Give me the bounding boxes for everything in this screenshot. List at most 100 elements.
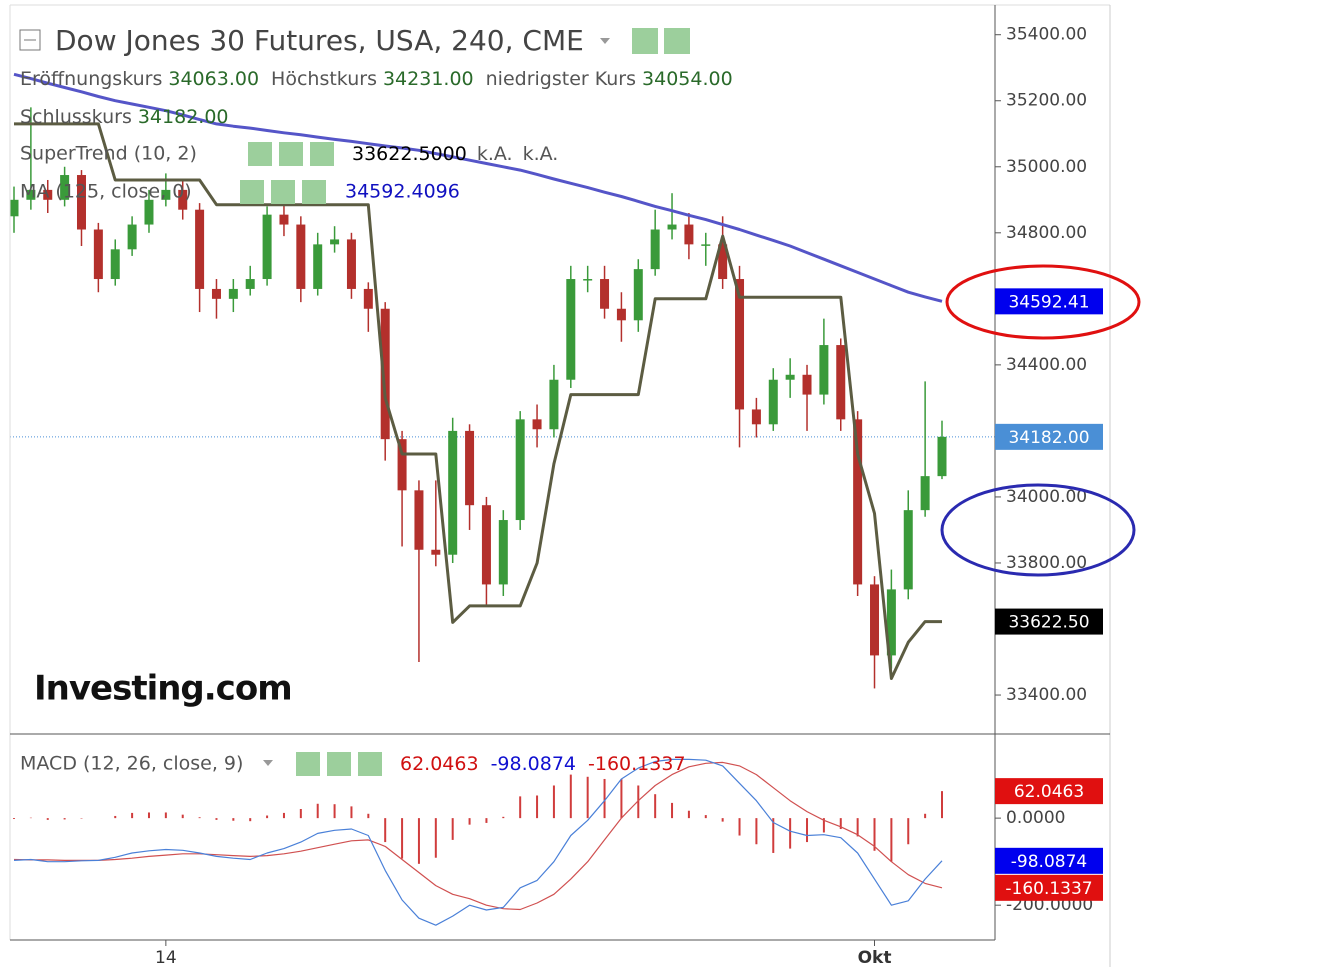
dropdown[interactable] [600,38,610,44]
candle-body [600,279,610,309]
gear-icon[interactable] [271,180,295,204]
histogram-bar [232,818,235,821]
ohlc-label: niedrigster Kurs [486,68,636,90]
legend-entry[interactable]: MA (125, close, 0) [20,181,192,203]
candle-body [414,490,424,550]
histogram-bar [114,815,117,819]
histogram-bar [46,818,49,820]
histogram-bar [789,818,792,849]
candle-body [768,379,778,425]
y-tick-label: 35000.00 [1006,157,1087,177]
histogram-bar [519,796,522,819]
overlay: 34592.41 34182.00 33622.50 62.0463 -98.0874 -… [995,288,1103,901]
histogram-bar [772,818,775,853]
legend-value: k.A. [477,143,513,165]
candle-body [633,269,643,321]
y-tick-label: 33800.00 [1006,553,1087,573]
chart-layer: 33400.00 33800.00 34000.00 34400.00 34800.00… [9,25,1093,967]
histogram-bar [417,818,420,864]
histogram-bar [63,818,66,820]
candle-body [346,239,356,289]
y-tick-label: 34400.00 [1006,355,1087,375]
histogram-bar [485,818,488,823]
candle-body [296,224,306,289]
eye-icon[interactable] [248,142,272,166]
histogram-bar [451,818,454,840]
ohlc-row: Eröffnungskurs 34063.00 Höchstkurs 34231.00… [20,68,733,90]
histogram-bar [282,812,285,819]
close-icon[interactable] [358,752,382,776]
candle-body [515,419,525,521]
price-label-box [995,874,1103,901]
candle-body [313,244,323,289]
y-tick-label: 33400.00 [1006,685,1087,705]
ohlc-value: 34182.00 [138,106,229,128]
ohlc-row: Schlusskurs 34182.00 [20,106,229,128]
histogram-bar [856,818,859,837]
price-label-box [995,778,1103,805]
y-tick-label: 35400.00 [1006,25,1087,45]
candle-body [363,288,373,309]
candle-body [110,249,120,280]
candle-body [870,584,880,656]
candle-body [785,374,795,380]
candle-body [144,199,154,225]
candle-body [836,345,846,420]
collapse-icon[interactable] [19,29,41,51]
price-label: -98.0874 [1011,852,1087,872]
candle-body [903,510,913,590]
macd-title[interactable]: MACD (12, 26, close, 9) [20,753,243,775]
x-tick-label: 14 [155,948,177,967]
candle-body [886,589,896,656]
close-icon[interactable] [310,142,334,166]
candle-body [161,189,171,200]
histogram-bar [249,818,252,822]
histogram-bar [654,794,657,819]
histogram-bar [215,818,218,820]
candle-body [60,175,70,200]
histogram-bar [552,785,555,819]
candle-body [9,199,19,217]
histogram-bar [333,804,336,819]
gear-icon[interactable] [664,28,690,54]
histogram-bar [687,810,690,819]
histogram-bar [350,806,353,819]
legend-value: k.A. [523,143,559,165]
histogram-bar [468,818,471,825]
price-label-box [995,608,1103,635]
legend-value: -98.0874 [491,753,576,775]
candle-body [195,209,205,289]
histogram-bar [806,818,809,843]
candle-body [549,379,559,430]
legend-value: 62.0463 [400,753,479,775]
legend-entry[interactable]: SuperTrend (10, 2) [20,143,197,165]
candle-body [481,505,491,585]
ohlc-label: Höchstkurs [271,68,377,90]
histogram-bar [941,791,943,819]
histogram-bar [299,808,302,819]
dropdown[interactable] [263,760,273,766]
histogram-bar [704,815,707,819]
legend-value: 33622.5000 [352,143,467,165]
price-label: 34182.00 [1008,428,1089,448]
histogram-bar [839,818,842,830]
y-tick-label: 0.0000 [1006,808,1065,828]
candle-body [667,224,677,230]
eye-icon[interactable] [240,180,264,204]
histogram-bar [586,776,589,819]
close-icon[interactable] [302,180,326,204]
price-label: 62.0463 [1014,782,1084,802]
logo: Investing.com [34,669,292,709]
eye-icon[interactable] [296,752,320,776]
histogram-bar [873,818,876,851]
line-series [14,122,942,680]
gear-icon[interactable] [327,752,351,776]
highlight-ellipse [940,483,1136,577]
gear-icon[interactable] [279,142,303,166]
eye-icon[interactable] [632,28,658,54]
candle-body [819,345,829,395]
candle-body [279,214,289,225]
candle-body [93,229,103,280]
candle-body [448,430,458,555]
